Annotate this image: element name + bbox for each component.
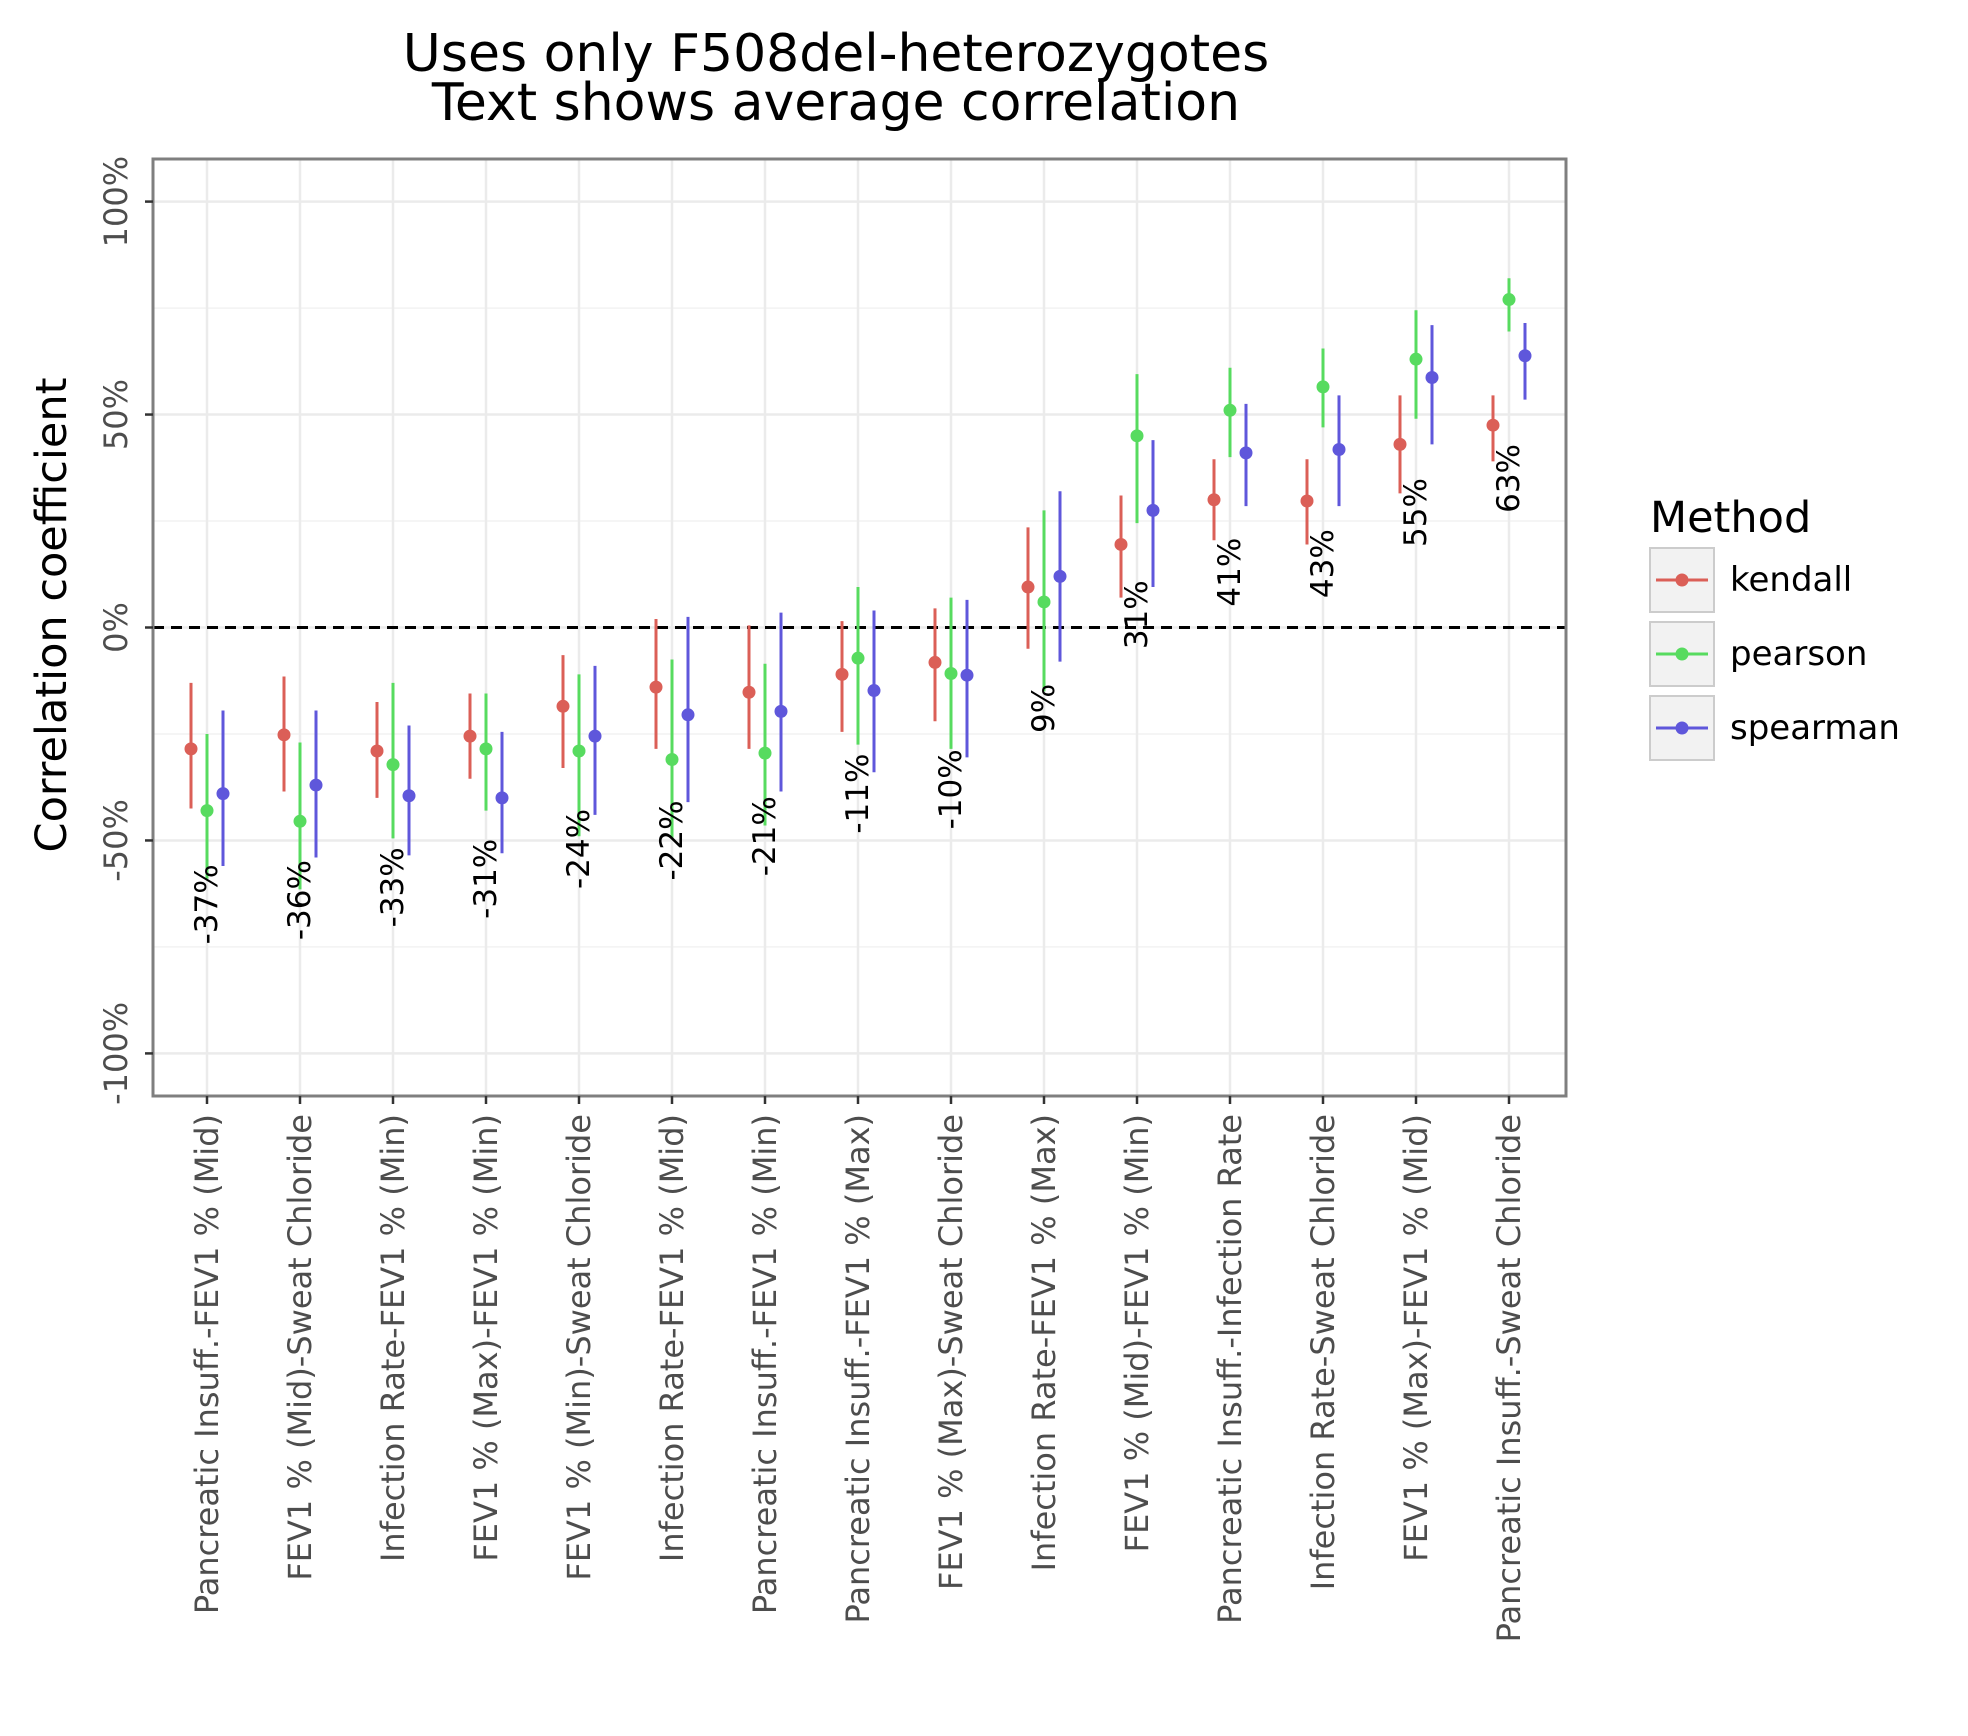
- legend-key-point-spearman: [1675, 721, 1689, 735]
- point-pearson: [1130, 429, 1144, 443]
- average-label: 41%: [1212, 538, 1248, 607]
- legend-key-point-pearson: [1675, 647, 1689, 661]
- point-pearson: [1037, 595, 1051, 609]
- point-pearson: [1502, 293, 1516, 307]
- point-pearson: [944, 666, 958, 680]
- legend-title: Method: [1650, 493, 1811, 543]
- average-label: -31%: [468, 839, 504, 919]
- average-label: 31%: [1119, 580, 1155, 649]
- legend-label-kendall: kendall: [1730, 560, 1852, 600]
- point-pearson: [665, 753, 679, 767]
- point-spearman: [1239, 446, 1253, 460]
- y-tick-label: -50%: [97, 799, 135, 882]
- point-pearson: [758, 746, 772, 760]
- points: [184, 293, 1532, 828]
- y-tick-label: 100%: [97, 156, 135, 247]
- point-spearman: [681, 708, 695, 722]
- point-spearman: [309, 778, 323, 792]
- average-label: -37%: [189, 864, 225, 944]
- average-label: 9%: [1026, 684, 1062, 733]
- point-spearman: [1053, 569, 1067, 583]
- point-kendall: [835, 667, 849, 681]
- y-tick-label: -100%: [97, 1002, 135, 1105]
- point-kendall: [928, 655, 942, 669]
- x-tick-label: FEV1 % (Min)-Sweat Chloride: [560, 1114, 598, 1581]
- point-kendall: [463, 729, 477, 743]
- average-label: -22%: [654, 800, 690, 880]
- x-tick-label: Pancreatic Insuff.-Sweat Chloride: [1490, 1114, 1528, 1642]
- chart-title: Uses only F508del-heterozygotes: [403, 24, 1269, 84]
- point-spearman: [1146, 503, 1160, 517]
- point-spearman: [402, 789, 416, 803]
- point-kendall: [277, 728, 291, 742]
- average-label: -36%: [282, 860, 318, 940]
- average-labels: -37% -36% -33% -31% -24% -22% -21% -11% -10% 9% 31…: [189, 444, 1527, 944]
- x-tick-label: FEV1 % (Max)-Sweat Chloride: [932, 1114, 970, 1590]
- point-pearson: [479, 742, 493, 756]
- x-tick-label: FEV1 % (Mid)-Sweat Chloride: [281, 1114, 319, 1581]
- y-tick-label: 50%: [97, 379, 135, 450]
- chart-subtitle: Text shows average correlation: [431, 73, 1240, 133]
- point-kendall: [370, 744, 384, 758]
- point-kendall: [649, 680, 663, 694]
- point-kendall: [1486, 418, 1500, 432]
- x-tick-label: Infection Rate-FEV1 % (Min): [374, 1114, 412, 1562]
- legend: Method kendall pearson spearman: [1649, 493, 1900, 761]
- grid-minor: [153, 307, 1566, 948]
- point-pearson: [851, 651, 865, 665]
- average-label: -21%: [747, 796, 783, 876]
- average-label: 55%: [1398, 478, 1434, 547]
- x-tick-label: FEV1 % (Max)-FEV1 % (Mid): [1397, 1114, 1435, 1562]
- x-tick-label: Pancreatic Insuff.-FEV1 % (Max): [839, 1114, 877, 1623]
- x-tick-label: Infection Rate-FEV1 % (Max): [1025, 1114, 1063, 1571]
- point-spearman: [960, 668, 974, 682]
- point-spearman: [774, 704, 788, 718]
- point-kendall: [1300, 494, 1314, 508]
- point-spearman: [588, 729, 602, 743]
- point-kendall: [556, 699, 570, 713]
- legend-label-spearman: spearman: [1730, 708, 1900, 748]
- point-kendall: [1393, 437, 1407, 451]
- average-label: -33%: [375, 847, 411, 927]
- point-spearman: [216, 787, 230, 801]
- y-tick-label: 0%: [97, 602, 135, 653]
- y-axis-label: Correlation coefficient: [27, 378, 77, 853]
- average-label: -11%: [840, 754, 876, 834]
- point-pearson: [1316, 380, 1330, 394]
- legend-key-point-kendall: [1675, 573, 1689, 587]
- average-label: 63%: [1491, 444, 1527, 513]
- point-spearman: [867, 684, 881, 698]
- y-axis-ticks: -100% -50% 0% 50% 100%: [97, 156, 153, 1105]
- x-tick-label: Pancreatic Insuff.-Infection Rate: [1211, 1114, 1249, 1624]
- average-label: -10%: [933, 749, 969, 829]
- x-tick-label: Infection Rate-Sweat Chloride: [1304, 1114, 1342, 1590]
- legend-items: kendall pearson spearman: [1649, 547, 1900, 761]
- point-pearson: [293, 814, 307, 828]
- point-kendall: [742, 685, 756, 699]
- point-pearson: [572, 744, 586, 758]
- x-axis-ticks: Pancreatic Insuff.-FEV1 % (Mid) FEV1 % (M…: [188, 1096, 1528, 1642]
- point-pearson: [386, 758, 400, 772]
- point-pearson: [1409, 352, 1423, 366]
- point-kendall: [1021, 580, 1035, 594]
- point-kendall: [1114, 537, 1128, 551]
- point-kendall: [184, 742, 198, 756]
- point-spearman: [1518, 349, 1532, 363]
- point-pearson: [1223, 403, 1237, 417]
- x-tick-label: Pancreatic Insuff.-FEV1 % (Min): [746, 1114, 784, 1614]
- average-label: -24%: [561, 809, 597, 889]
- point-pearson: [200, 804, 214, 818]
- x-tick-label: FEV1 % (Max)-FEV1 % (Min): [467, 1114, 505, 1562]
- point-spearman: [1332, 442, 1346, 456]
- legend-label-pearson: pearson: [1730, 634, 1867, 674]
- point-spearman: [495, 791, 509, 805]
- point-spearman: [1425, 370, 1439, 384]
- x-tick-label: FEV1 % (Mid)-FEV1 % (Min): [1118, 1114, 1156, 1552]
- point-kendall: [1207, 493, 1221, 507]
- x-tick-label: Infection Rate-FEV1 % (Mid): [653, 1114, 691, 1562]
- average-label: 43%: [1305, 529, 1341, 598]
- x-tick-label: Pancreatic Insuff.-FEV1 % (Mid): [188, 1114, 226, 1614]
